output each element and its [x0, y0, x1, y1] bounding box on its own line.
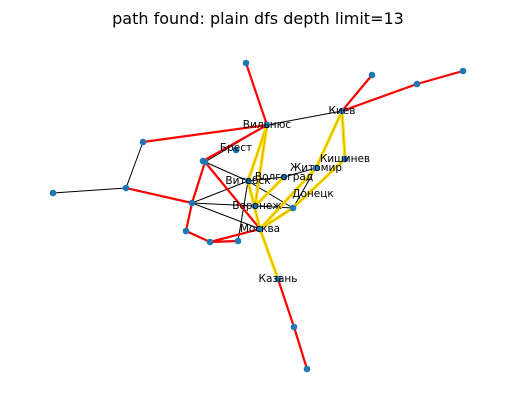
node-n7: [182, 227, 190, 235]
node-label-moskva: Москва: [240, 223, 280, 235]
edge-path-n6-n5: [190, 160, 207, 205]
node-label-vilnius: Вильнюс: [243, 119, 292, 131]
node-n12: [459, 67, 467, 75]
edge-normal-n5-vitebsk: [191, 180, 249, 204]
node-voronezh: [251, 202, 259, 210]
edge-path-n5-n7: [184, 201, 194, 233]
node-label-kazan: Казань: [259, 273, 298, 285]
node-zhitomir: [312, 164, 320, 172]
edge-path-n8-moskva: [208, 227, 262, 244]
edge-highlight-core-kiev-kishinev: [341, 110, 346, 160]
edges-layer: [52, 61, 465, 371]
node-n10: [368, 71, 376, 79]
edge-highlight-core-moskva-kazan: [259, 228, 279, 280]
nodes-layer: [49, 59, 467, 373]
node-volgograd: [280, 173, 288, 181]
edge-path-n2-n5: [124, 186, 194, 205]
node-n3: [49, 189, 57, 197]
edge-normal-volgograd-zhitomir: [283, 167, 317, 178]
node-label-donetsk: Донецк: [292, 188, 333, 200]
edge-normal-n3-n2: [52, 187, 127, 194]
figure-title: path found: plain dfs depth limit=13: [112, 9, 404, 28]
node-n14: [303, 365, 311, 373]
edge-highlight-core-vilnius-voronezh: [254, 124, 268, 207]
node-label-zhitomir: Житомир: [290, 162, 342, 174]
edge-highlight-core-zhitomir-moskva: [259, 167, 317, 230]
node-n8: [206, 238, 214, 246]
node-moskva: [256, 225, 264, 233]
node-brest: [232, 146, 240, 154]
edge-normal-vilnius-kiev: [266, 110, 343, 126]
edge-path-n6-moskva: [203, 160, 262, 231]
edge-highlight-core-kishinev-donetsk: [292, 158, 346, 209]
edge-path-n15-vilnius: [201, 123, 269, 163]
edge-path-n7-n8: [184, 229, 212, 244]
node-n11: [413, 80, 421, 88]
node-n15: [199, 157, 207, 165]
node-vitebsk: [244, 177, 252, 185]
edge-normal-n6-vitebsk: [204, 161, 249, 182]
node-label-kiev: Киев: [329, 105, 356, 117]
node-label-vitebsk: Витебск: [225, 175, 270, 187]
node-label-brest: Брест: [220, 142, 252, 154]
node-vilnius: [263, 121, 271, 129]
node-n4: [242, 59, 250, 67]
edge-highlight-core-donetsk-moskva: [259, 207, 294, 230]
edge-path-kiev-n11: [340, 82, 419, 113]
node-label-kishinev: Кишинев: [320, 153, 370, 165]
edge-normal-voronezh-donetsk: [254, 205, 294, 209]
node-donetsk: [289, 204, 297, 212]
edge-path-n13-n14: [292, 325, 309, 371]
node-kiev: [338, 107, 346, 115]
edge-path-kiev-n10: [340, 73, 374, 113]
edge-path-kazan-n13: [276, 277, 296, 329]
edge-normal-vitebsk-volgograd: [247, 176, 285, 182]
edge-path-n11-n12: [415, 69, 465, 86]
edge-normal-vitebsk-n9: [237, 180, 249, 242]
edge-highlight-core-volgograd-voronezh: [254, 176, 285, 207]
node-n2: [122, 184, 130, 192]
edge-normal-n5-voronezh: [191, 202, 256, 207]
node-n1: [139, 138, 147, 146]
edge-normal-zhitomir-donetsk: [292, 167, 317, 209]
edge-highlight-core-vilnius-vitebsk: [247, 124, 268, 182]
edge-normal-n5-moskva: [191, 202, 261, 230]
edge-path-vilnius-n4: [244, 61, 269, 127]
edge-path-n1-vilnius: [141, 123, 269, 144]
node-label-volgograd: Волгоград: [255, 171, 313, 183]
node-n9: [234, 237, 242, 245]
node-kishinev: [341, 155, 349, 163]
node-kazan: [274, 275, 282, 283]
edge-normal-n2-n1: [125, 141, 144, 189]
node-n13: [290, 323, 298, 331]
edge-highlight-core-zhitomir-kiev: [315, 110, 343, 169]
node-n5: [188, 199, 196, 207]
node-label-voronezh: Воронеж: [232, 200, 282, 212]
